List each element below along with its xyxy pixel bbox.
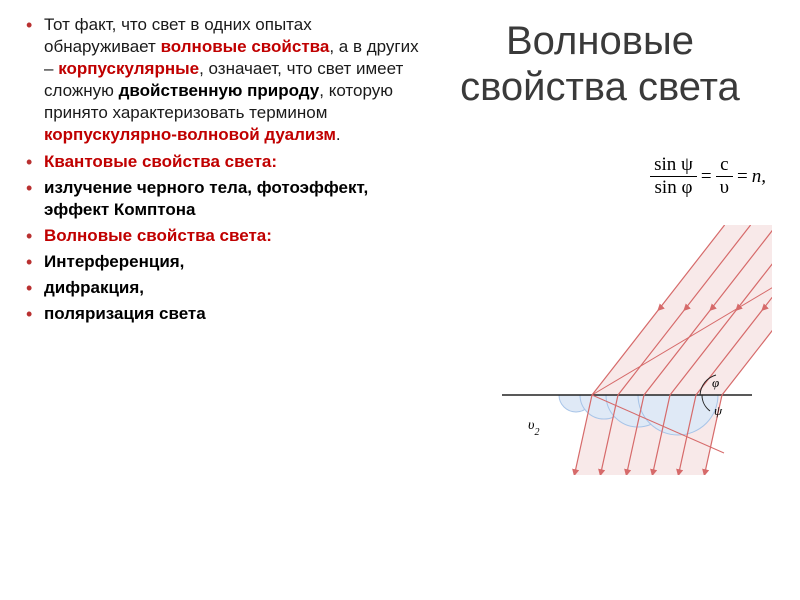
denominator: sin φ xyxy=(650,176,697,199)
bullet-4: Волновые свойства света: xyxy=(24,225,422,247)
numerator: c xyxy=(716,154,733,176)
term-dualism: корпускулярно-волновой дуализм xyxy=(44,125,336,144)
equals-2: = xyxy=(737,166,748,188)
wave-item-1: Интерференция, xyxy=(44,252,184,271)
term-dual: двойственную природу xyxy=(119,81,320,100)
bullet-3: излучение черного тела, фотоэффект, эффе… xyxy=(24,177,422,221)
svg-text:υ2: υ2 xyxy=(528,418,539,438)
denominator: υ xyxy=(716,176,733,199)
left-column: Тот факт, что свет в одних опытах обнару… xyxy=(24,14,428,586)
slide: Тот факт, что свет в одних опытах обнару… xyxy=(0,0,800,600)
fraction-1: sin ψ sin φ xyxy=(650,154,697,199)
bullet-6: дифракция, xyxy=(24,277,422,299)
heading-quantum: Квантовые свойства света: xyxy=(44,152,277,171)
slide-title: Волновые свойства света xyxy=(428,18,772,110)
right-column: Волновые свойства света sin ψ sin φ = c … xyxy=(428,14,772,586)
quantum-items: излучение черного тела, фотоэффект, эффе… xyxy=(44,178,368,219)
bullet-5: Интерференция, xyxy=(24,251,422,273)
rhs: n, xyxy=(752,166,766,188)
fraction-2: c υ xyxy=(716,154,733,199)
wave-item-3: поляризация света xyxy=(44,304,206,323)
numerator: sin ψ xyxy=(650,154,697,176)
equals-1: = xyxy=(701,166,712,188)
heading-wave: Волновые свойства света: xyxy=(44,226,272,245)
formula: sin ψ sin φ = c υ = n, xyxy=(650,154,766,199)
wave-item-2: дифракция, xyxy=(44,278,144,297)
svg-text:ψ: ψ xyxy=(714,403,723,418)
bullet-1: Тот факт, что свет в одних опытах обнару… xyxy=(24,14,422,147)
svg-text:φ: φ xyxy=(712,375,719,390)
bullet-list: Тот факт, что свет в одних опытах обнару… xyxy=(24,14,422,325)
bullet-2: Квантовые свойства света: xyxy=(24,151,422,173)
refraction-diagram: φψυ1υ2 xyxy=(482,225,772,475)
text: . xyxy=(336,125,341,144)
bullet-7: поляризация света xyxy=(24,303,422,325)
term-corpuscular: корпускулярные xyxy=(58,59,199,78)
term-wave: волновые свойства xyxy=(161,37,330,56)
